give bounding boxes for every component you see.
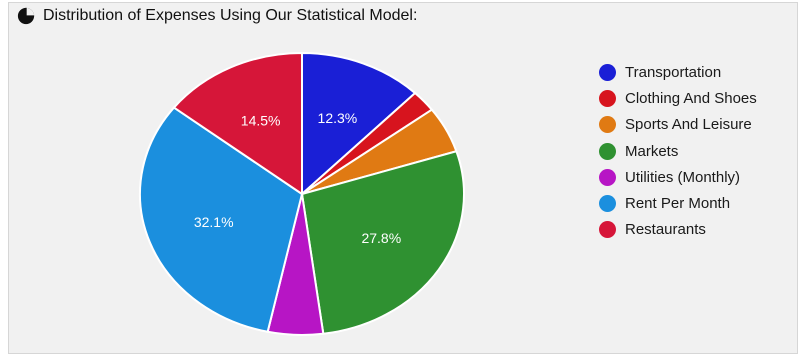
legend-label: Rent Per Month xyxy=(625,195,731,213)
legend-item-transportation: Transportation xyxy=(599,59,803,85)
legend-label: Clothing And Shoes xyxy=(625,89,757,107)
legend-item-clothing-and-shoes: Clothing And Shoes xyxy=(599,85,803,111)
legend-label: Utilities (Monthly) xyxy=(625,168,741,186)
pie-chart-svg: 12.3% 27.8% 32.1% 14.5% xyxy=(139,51,465,336)
legend-item-markets: Markets xyxy=(599,138,803,164)
pie-slice-transportation xyxy=(301,51,417,197)
legend-item-sports-and-leisure: Sports And Leisure xyxy=(599,112,803,138)
legend-item-utilities-monthly: Utilities (Monthly) xyxy=(599,164,803,190)
legend-swatch xyxy=(599,195,616,213)
screen-frame: Distribution of Expenses Using Our Stati… xyxy=(8,2,798,354)
pie-data-label: 14.5% xyxy=(241,113,281,129)
legend-swatch xyxy=(599,221,616,239)
chart-title: Distribution of Expenses Using Our Stati… xyxy=(43,7,418,24)
legend-item-restaurants: Restaurants xyxy=(599,217,803,243)
chart-legend: Transportation Clothing And Shoes Sports… xyxy=(599,59,803,243)
pie-slice-restaurants xyxy=(172,51,303,196)
pie-data-label: 32.1% xyxy=(194,214,234,230)
legend-label: Restaurants xyxy=(625,221,706,239)
pie-data-label: 12.3% xyxy=(318,110,358,126)
legend-swatch xyxy=(599,116,616,134)
legend-swatch xyxy=(599,168,616,186)
legend-item-rent-per-month: Rent Per Month xyxy=(599,190,803,216)
pie-chart-icon xyxy=(17,7,35,25)
legend-swatch xyxy=(599,89,616,107)
legend-label: Sports And Leisure xyxy=(625,116,752,134)
legend-label: Markets xyxy=(625,142,679,160)
pie-slice-rent-per-month xyxy=(139,106,304,333)
legend-swatch xyxy=(599,63,616,81)
legend-label: Transportation xyxy=(625,63,722,81)
pie-data-label: 27.8% xyxy=(361,230,401,246)
legend-swatch xyxy=(599,142,616,160)
chart-header: Distribution of Expenses Using Our Stati… xyxy=(17,7,417,25)
pie-chart: 12.3% 27.8% 32.1% 14.5% xyxy=(125,49,471,341)
pie-slice-markets xyxy=(300,150,465,335)
